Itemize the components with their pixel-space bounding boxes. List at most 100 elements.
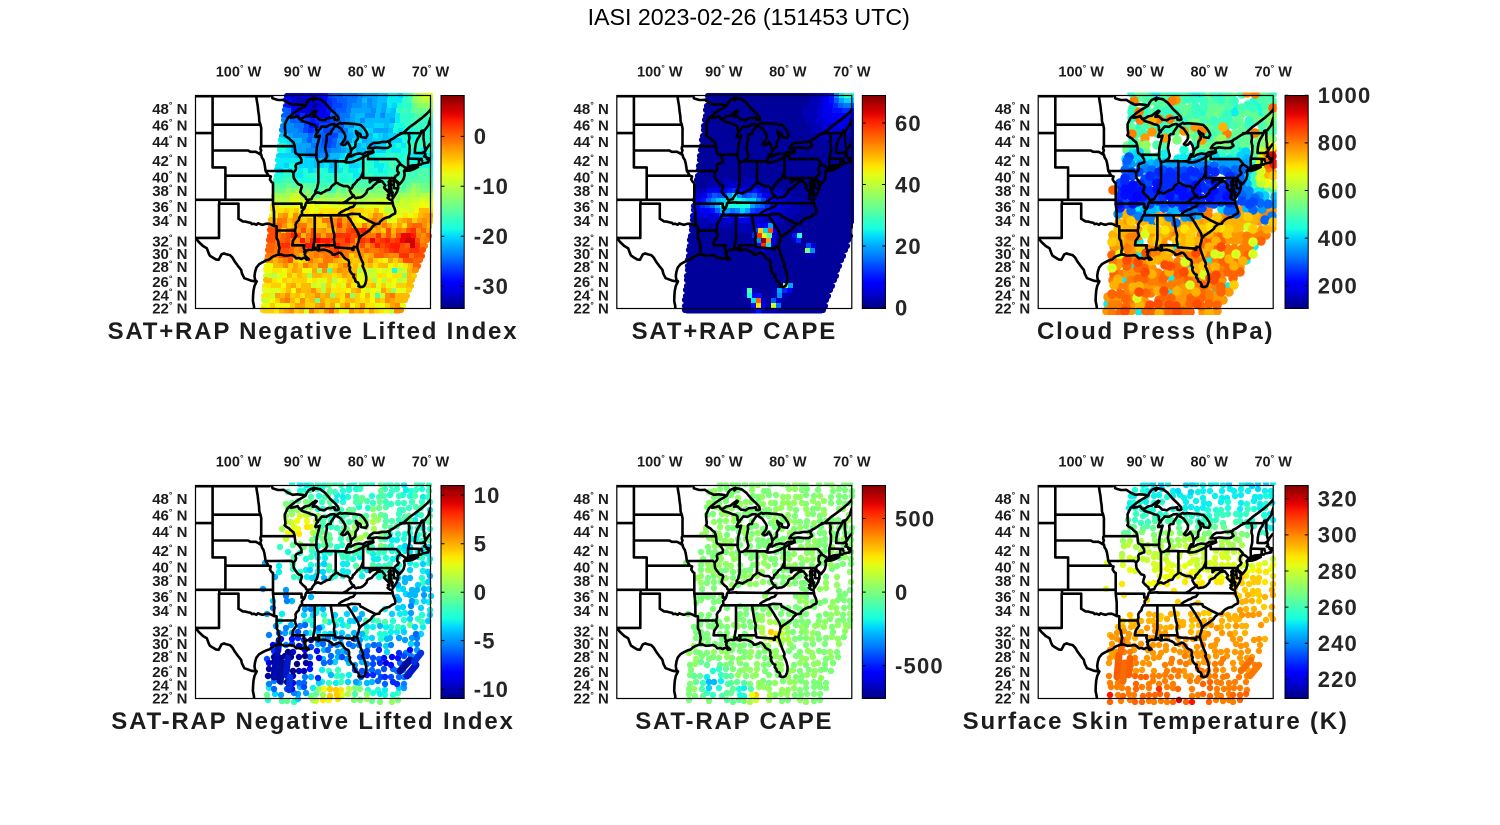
svg-text:80° W: 80° W — [348, 63, 386, 81]
svg-text:48° N: 48° N — [995, 490, 1030, 508]
svg-text:22° N: 22° N — [995, 300, 1030, 318]
svg-text:42° N: 42° N — [995, 542, 1030, 560]
svg-text:0: 0 — [895, 295, 908, 320]
svg-text:90° W: 90° W — [284, 453, 322, 471]
svg-text:34° N: 34° N — [574, 602, 609, 620]
svg-text:70° W: 70° W — [1254, 453, 1292, 471]
svg-text:28° N: 28° N — [995, 648, 1030, 666]
svg-text:70° W: 70° W — [833, 63, 871, 81]
svg-text:26° N: 26° N — [574, 663, 609, 681]
svg-text:24° N: 24° N — [152, 677, 187, 695]
svg-text:32° N: 32° N — [995, 233, 1030, 251]
svg-text:-20: -20 — [474, 224, 509, 249]
svg-text:44° N: 44° N — [574, 134, 609, 152]
svg-text:24° N: 24° N — [152, 287, 187, 305]
svg-text:32° N: 32° N — [995, 623, 1030, 641]
svg-text:28° N: 28° N — [574, 648, 609, 666]
svg-text:42° N: 42° N — [152, 152, 187, 170]
svg-text:0: 0 — [474, 124, 487, 149]
svg-text:38° N: 38° N — [152, 572, 187, 590]
svg-text:46° N: 46° N — [995, 117, 1030, 135]
svg-text:42° N: 42° N — [574, 152, 609, 170]
svg-text:100° W: 100° W — [637, 63, 683, 81]
svg-text:34° N: 34° N — [995, 602, 1030, 620]
svg-text:30° N: 30° N — [995, 635, 1030, 653]
svg-text:44° N: 44° N — [152, 134, 187, 152]
svg-text:24° N: 24° N — [995, 287, 1030, 305]
svg-text:32° N: 32° N — [574, 233, 609, 251]
svg-text:90° W: 90° W — [705, 453, 743, 471]
svg-text:280: 280 — [1318, 559, 1358, 584]
svg-text:40° N: 40° N — [995, 559, 1030, 577]
svg-text:28° N: 28° N — [152, 258, 187, 276]
svg-text:38° N: 38° N — [995, 182, 1030, 200]
svg-text:44° N: 44° N — [152, 524, 187, 542]
svg-text:0: 0 — [474, 580, 487, 605]
svg-text:5: 5 — [474, 532, 487, 557]
svg-text:36° N: 36° N — [574, 198, 609, 216]
svg-text:46° N: 46° N — [574, 507, 609, 525]
svg-text:22° N: 22° N — [574, 690, 609, 708]
svg-text:44° N: 44° N — [995, 134, 1030, 152]
svg-text:40° N: 40° N — [152, 559, 187, 577]
svg-text:100° W: 100° W — [637, 453, 683, 471]
svg-text:80° W: 80° W — [1190, 63, 1228, 81]
svg-text:SAT-RAP Negative Lifted Index: SAT-RAP Negative Lifted Index — [111, 708, 514, 735]
svg-text:70° W: 70° W — [833, 453, 871, 471]
svg-text:36° N: 36° N — [152, 588, 187, 606]
svg-text:90° W: 90° W — [284, 63, 322, 81]
svg-text:46° N: 46° N — [995, 507, 1030, 525]
svg-text:-10: -10 — [474, 174, 509, 199]
svg-text:30° N: 30° N — [574, 635, 609, 653]
svg-text:40° N: 40° N — [574, 169, 609, 187]
svg-text:-5: -5 — [474, 628, 496, 653]
svg-text:34° N: 34° N — [152, 602, 187, 620]
svg-text:100° W: 100° W — [216, 63, 262, 81]
svg-text:SAT-RAP CAPE: SAT-RAP CAPE — [635, 708, 833, 735]
svg-text:42° N: 42° N — [152, 542, 187, 560]
svg-text:38° N: 38° N — [152, 182, 187, 200]
svg-text:80° W: 80° W — [348, 453, 386, 471]
svg-text:240: 240 — [1318, 631, 1358, 656]
svg-text:40° N: 40° N — [574, 559, 609, 577]
svg-text:38° N: 38° N — [995, 572, 1030, 590]
svg-text:46° N: 46° N — [152, 507, 187, 525]
svg-text:30° N: 30° N — [152, 245, 187, 263]
svg-text:90° W: 90° W — [705, 63, 743, 81]
svg-text:-10: -10 — [474, 677, 509, 702]
svg-text:300: 300 — [1318, 523, 1358, 548]
svg-text:38° N: 38° N — [574, 182, 609, 200]
svg-text:30° N: 30° N — [574, 245, 609, 263]
svg-text:70° W: 70° W — [1254, 63, 1292, 81]
svg-text:22° N: 22° N — [995, 690, 1030, 708]
svg-text:100° W: 100° W — [1058, 63, 1104, 81]
svg-text:34° N: 34° N — [152, 212, 187, 230]
svg-text:800: 800 — [1318, 131, 1358, 156]
svg-text:48° N: 48° N — [574, 100, 609, 118]
svg-text:Surface Skin Temperature (K): Surface Skin Temperature (K) — [963, 708, 1349, 735]
svg-text:28° N: 28° N — [152, 648, 187, 666]
svg-text:SAT+RAP CAPE: SAT+RAP CAPE — [632, 318, 837, 345]
svg-text:38° N: 38° N — [574, 572, 609, 590]
svg-text:24° N: 24° N — [574, 287, 609, 305]
svg-text:42° N: 42° N — [995, 152, 1030, 170]
svg-text:70° W: 70° W — [412, 453, 450, 471]
svg-text:26° N: 26° N — [995, 663, 1030, 681]
svg-text:28° N: 28° N — [574, 258, 609, 276]
svg-text:-30: -30 — [474, 274, 509, 299]
svg-text:36° N: 36° N — [152, 198, 187, 216]
svg-text:40: 40 — [895, 172, 922, 197]
svg-text:80° W: 80° W — [769, 453, 807, 471]
svg-text:10: 10 — [474, 483, 501, 508]
svg-text:-500: -500 — [895, 654, 944, 679]
svg-text:40° N: 40° N — [995, 169, 1030, 187]
svg-text:32° N: 32° N — [574, 623, 609, 641]
svg-text:100° W: 100° W — [216, 453, 262, 471]
svg-text:26° N: 26° N — [995, 273, 1030, 291]
svg-text:34° N: 34° N — [574, 212, 609, 230]
svg-text:220: 220 — [1318, 667, 1358, 692]
svg-text:SAT+RAP Negative Lifted Index: SAT+RAP Negative Lifted Index — [108, 318, 519, 345]
svg-text:20: 20 — [895, 234, 922, 259]
svg-text:28° N: 28° N — [995, 258, 1030, 276]
svg-text:36° N: 36° N — [995, 198, 1030, 216]
